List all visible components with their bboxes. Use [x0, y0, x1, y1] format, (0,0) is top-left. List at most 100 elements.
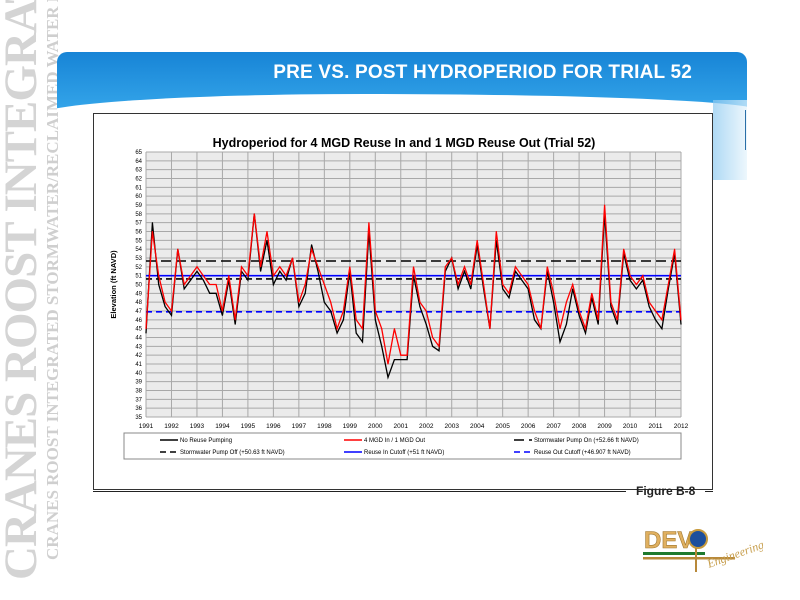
data-point [432, 337, 434, 338]
data-point [145, 328, 147, 330]
data-point [381, 345, 383, 347]
data-point [291, 257, 293, 259]
x-tick-label: 1991 [139, 423, 154, 430]
data-point [234, 323, 236, 325]
data-point [508, 297, 510, 299]
legend-label: Reuse In Cutoff (+51 ft NAVD) [364, 450, 444, 456]
data-point [311, 244, 313, 246]
legend-label: Reuse Out Cutoff (+46.907 ft NAVD) [534, 450, 631, 456]
data-point [381, 328, 383, 330]
data-point [444, 266, 446, 268]
data-point [311, 248, 313, 250]
y-axis-label: Elevation (ft NAVD) [109, 250, 118, 319]
y-tick-label: 40 [135, 371, 142, 377]
x-tick-label: 1996 [266, 423, 281, 430]
x-tick-label: 1997 [292, 423, 307, 430]
legend-label: No Reuse Pumping [180, 438, 232, 444]
data-point [616, 319, 618, 321]
data-point [432, 345, 434, 347]
data-point [572, 284, 574, 285]
header-wave [57, 94, 747, 112]
data-point [521, 275, 523, 277]
x-tick-label: 1994 [215, 423, 230, 430]
data-point [151, 222, 153, 224]
data-point [196, 270, 198, 272]
data-point [342, 319, 344, 321]
data-point [635, 284, 637, 285]
x-tick-label: 2004 [470, 423, 485, 430]
data-point [553, 301, 555, 303]
y-tick-label: 65 [135, 150, 142, 156]
data-point [470, 288, 472, 290]
data-point [221, 310, 223, 312]
y-tick-label: 43 [135, 344, 142, 350]
data-point [674, 248, 676, 250]
data-point [336, 328, 338, 330]
data-point [565, 323, 567, 325]
data-point [158, 275, 160, 277]
data-point [215, 292, 217, 294]
data-point [572, 288, 574, 290]
y-tick-label: 46 [135, 318, 142, 324]
data-point [393, 328, 395, 330]
data-point [495, 231, 497, 232]
data-point [298, 306, 300, 308]
x-tick-label: 2005 [495, 423, 510, 430]
data-point [680, 323, 682, 325]
data-point [374, 310, 376, 312]
x-tick-label: 2009 [597, 423, 612, 430]
data-point [540, 328, 542, 330]
data-point [362, 341, 364, 343]
data-point [508, 292, 510, 294]
figure-rule-right [705, 491, 713, 492]
data-point [272, 284, 274, 285]
svg-text:DEV: DEV [644, 527, 693, 554]
data-point [241, 266, 243, 268]
y-tick-label: 44 [135, 336, 142, 342]
data-point [285, 275, 287, 277]
y-tick-label: 52 [135, 265, 142, 271]
y-tick-label: 55 [135, 238, 142, 244]
data-point [457, 284, 459, 285]
data-point [546, 266, 548, 268]
figure-label: Figure B-8 [636, 484, 696, 498]
data-point [470, 284, 472, 285]
data-point [190, 275, 192, 277]
data-point [209, 292, 211, 294]
chart-container: Hydroperiod for 4 MGD Reuse In and 1 MGD… [93, 113, 713, 490]
data-point [655, 319, 657, 321]
data-point [591, 292, 593, 294]
data-point [260, 270, 262, 272]
chart-title: Hydroperiod for 4 MGD Reuse In and 1 MGD… [213, 136, 596, 150]
data-point [489, 328, 491, 330]
data-point [476, 239, 478, 241]
data-point [298, 301, 300, 303]
y-tick-label: 64 [135, 159, 142, 165]
data-point [304, 284, 306, 285]
data-point [419, 301, 421, 303]
data-point [323, 284, 325, 285]
y-tick-label: 56 [135, 230, 142, 236]
data-point [629, 279, 631, 281]
svg-text:Engineering: Engineering [704, 537, 763, 571]
x-tick-label: 2003 [444, 423, 459, 430]
data-point [629, 275, 631, 277]
x-tick-label: 2006 [521, 423, 536, 430]
data-point [642, 279, 644, 281]
data-point [374, 319, 376, 321]
data-point [330, 310, 332, 312]
slide-header: PRE VS. POST HYDROPERIOD FOR TRIAL 52 [57, 52, 747, 112]
data-point [368, 222, 370, 224]
data-point [514, 270, 516, 272]
data-point [534, 319, 536, 321]
data-point [425, 310, 427, 312]
y-tick-label: 53 [135, 256, 142, 262]
data-point [406, 354, 408, 356]
legend-box [123, 432, 682, 460]
data-point [406, 359, 408, 361]
hydroperiod-chart: Hydroperiod for 4 MGD Reuse In and 1 MGD… [109, 136, 689, 460]
data-point [387, 376, 389, 378]
data-point [400, 354, 402, 356]
data-point [648, 306, 650, 308]
decorative-band [713, 100, 747, 180]
